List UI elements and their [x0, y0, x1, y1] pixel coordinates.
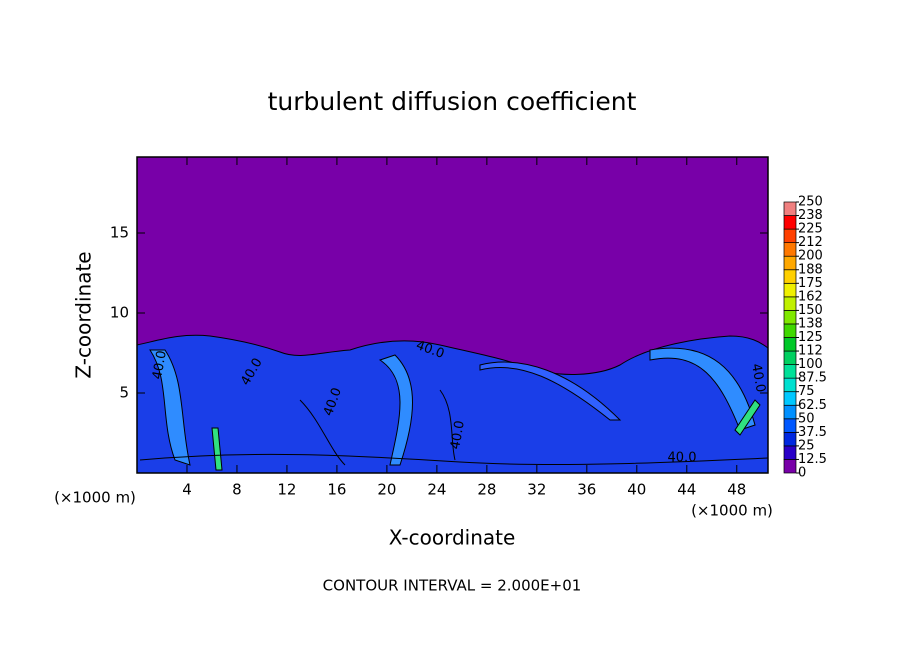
chart-title: turbulent diffusion coefficient: [268, 87, 637, 116]
colorbar-label: 50: [798, 411, 815, 426]
y-tick-label: 15: [110, 224, 129, 242]
x-axis-label: X-coordinate: [389, 526, 516, 550]
colorbar-label: 212: [798, 235, 823, 250]
x-tick-label: 4: [182, 481, 192, 499]
colorbar-label: 162: [798, 289, 823, 304]
x-tick-label: 20: [377, 481, 396, 499]
colorbar-label: 12.5: [798, 452, 827, 467]
colorbar-label: 175: [798, 276, 823, 291]
colorbar-swatch: [783, 310, 797, 325]
colorbar-label: 200: [798, 249, 823, 264]
colorbar-swatch: [783, 391, 797, 406]
x-tick-label: 40: [627, 481, 646, 499]
colorbar-swatch: [783, 282, 797, 298]
colorbar-label: 125: [798, 330, 823, 345]
x-tick-label: 12: [277, 481, 296, 499]
colorbar-swatch: [783, 323, 797, 338]
x-tick-label: 48: [727, 481, 746, 499]
colorbar-label: 250: [798, 195, 823, 210]
colorbar-swatch: [783, 459, 797, 474]
colorbar-swatch: [783, 418, 797, 433]
x-tick-label: 28: [477, 481, 496, 499]
colorbar-swatch: [783, 296, 797, 311]
colorbar-swatch: [783, 432, 797, 447]
x-unit-label: (×1000 m): [54, 489, 136, 507]
x-tick-label: 8: [232, 481, 242, 499]
plot-frame: [136, 156, 769, 474]
colorbar-swatch: [783, 201, 797, 216]
colorbar-swatch: [783, 228, 797, 244]
colorbar-label: 100: [798, 357, 823, 372]
colorbar-swatch: [783, 445, 797, 460]
colorbar-swatch: [783, 404, 797, 420]
contour-label: 40.0: [668, 451, 697, 466]
contour-label: 40.0: [448, 419, 468, 450]
colorbar-swatch: [783, 215, 797, 230]
colorbar-label: 62.5: [798, 398, 827, 413]
colorbar-label: 188: [798, 262, 823, 277]
colorbar-swatch: [783, 364, 797, 379]
x-tick-label: 36: [577, 481, 596, 499]
annotation: CONTOUR INTERVAL = 2.000E+01: [323, 577, 582, 595]
colorbar-label: 150: [798, 303, 823, 318]
colorbar-label: 25: [798, 438, 815, 453]
colorbar-label: 37.5: [798, 425, 827, 440]
colorbar-label: 225: [798, 222, 823, 237]
colorbar-label: 87.5: [798, 371, 827, 386]
contour-label: 40.0: [748, 362, 768, 393]
colorbar-swatch: [783, 255, 797, 271]
colorbar-label: 112: [798, 344, 823, 359]
y-tick-label: 10: [110, 304, 129, 322]
colorbar-swatch: [783, 350, 797, 365]
y-axis-label: Z-coordinate: [72, 251, 96, 378]
x-tick-label: 32: [527, 481, 546, 499]
x-unit-label: (×1000 m): [691, 502, 773, 520]
x-tick-label: 16: [327, 481, 346, 499]
colorbar-swatch: [783, 337, 797, 352]
x-tick-label: 44: [677, 481, 696, 499]
colorbar-label: 0: [798, 466, 806, 481]
colorbar-label: 238: [798, 208, 823, 223]
contour-label: 40.0: [150, 349, 170, 380]
y-tick-label: 5: [119, 384, 129, 402]
colorbar-swatch: [783, 269, 797, 284]
field: [136, 334, 769, 474]
colorbar-label: 138: [798, 316, 823, 331]
colorbar-swatch: [783, 377, 797, 393]
colorbar-swatch: [783, 242, 797, 257]
x-tick-label: 24: [427, 481, 446, 499]
colorbar-label: 75: [798, 384, 815, 399]
